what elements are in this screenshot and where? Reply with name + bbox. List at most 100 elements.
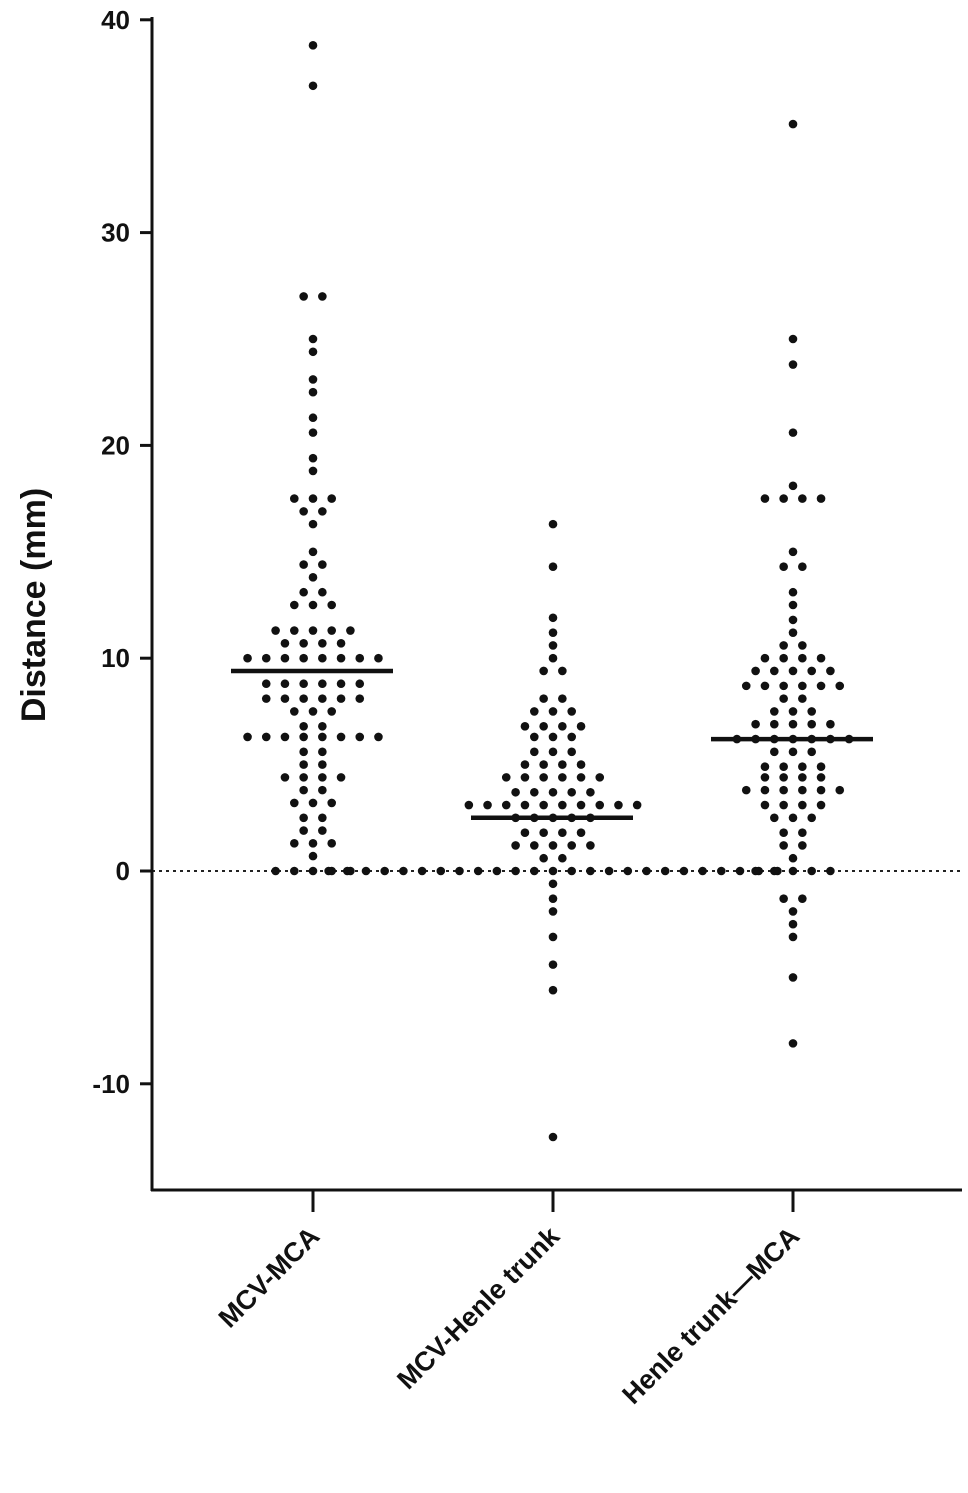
data-point (788, 907, 798, 916)
data-point (308, 851, 318, 861)
data-point (788, 1039, 798, 1048)
data-point (308, 866, 318, 876)
data-point (788, 866, 798, 876)
data-point (788, 666, 798, 676)
data-point (816, 800, 826, 810)
data-point (623, 866, 633, 876)
data-point (261, 653, 271, 663)
data-point (604, 866, 614, 876)
data-point (548, 613, 558, 623)
data-point (243, 653, 252, 663)
data-point (280, 679, 290, 689)
data-point (760, 681, 770, 691)
data-point (548, 1132, 558, 1142)
data-point (511, 866, 520, 876)
data-point (717, 866, 726, 876)
data-point (779, 785, 788, 795)
data-point (374, 653, 383, 663)
data-point (798, 641, 807, 650)
y-tick-label: 10 (101, 643, 130, 673)
data-point (308, 600, 318, 610)
data-point (318, 721, 327, 731)
data-point (586, 787, 595, 797)
data-point (798, 894, 807, 903)
data-point (336, 639, 346, 648)
data-point (788, 547, 798, 557)
data-point (511, 841, 520, 850)
data-point (595, 800, 605, 810)
data-point (807, 666, 816, 676)
data-point (548, 562, 558, 571)
y-tick-label: 20 (101, 430, 130, 460)
data-point (770, 866, 779, 876)
data-point (318, 639, 327, 648)
data-point (567, 747, 576, 757)
data-point (835, 681, 845, 691)
data-point (548, 894, 558, 903)
data-point (558, 800, 567, 810)
data-point (318, 760, 327, 769)
data-point (788, 119, 798, 129)
data-point (779, 694, 788, 703)
data-point (798, 773, 807, 782)
data-point (271, 866, 280, 876)
data-point (788, 628, 798, 637)
data-point (520, 773, 530, 782)
data-point (318, 653, 327, 663)
data-point (779, 653, 788, 663)
data-point (788, 747, 798, 757)
data-point (492, 866, 502, 876)
data-point (308, 413, 318, 423)
data-point (779, 762, 788, 772)
y-tick-label: -10 (92, 1069, 130, 1099)
data-point (788, 481, 798, 491)
data-point (308, 428, 318, 437)
data-point (760, 494, 770, 503)
data-point (308, 81, 318, 91)
data-point (642, 866, 651, 876)
data-point (567, 787, 576, 797)
data-point (576, 800, 586, 810)
data-point (308, 375, 318, 384)
data-point (816, 653, 826, 663)
data-point (548, 866, 558, 876)
data-point (539, 800, 548, 810)
data-point (558, 721, 567, 731)
data-point (355, 653, 365, 663)
data-point (548, 641, 558, 650)
y-axis-label: Distance (mm) (15, 488, 53, 722)
data-point (318, 785, 327, 795)
data-point (558, 694, 567, 703)
data-point (299, 679, 308, 689)
data-point (530, 747, 539, 757)
data-point (586, 866, 595, 876)
data-point (308, 798, 318, 808)
data-point (798, 494, 807, 503)
data-point (327, 626, 337, 635)
data-point (779, 841, 788, 850)
data-point (346, 626, 355, 635)
data-point (308, 839, 318, 848)
data-point (816, 681, 826, 691)
data-point (798, 841, 807, 850)
data-point (548, 841, 558, 850)
data-point (741, 785, 751, 795)
data-point (299, 653, 308, 663)
data-point (464, 800, 474, 810)
data-point (539, 721, 548, 731)
data-point (417, 866, 427, 876)
data-point (299, 813, 308, 823)
data-point (548, 653, 558, 663)
data-point (548, 519, 558, 529)
data-point (243, 732, 252, 742)
data-point (614, 800, 623, 810)
data-point (355, 694, 365, 703)
data-point (770, 719, 779, 729)
data-point (280, 694, 290, 703)
y-tick-label: 30 (101, 218, 130, 248)
data-point (816, 785, 826, 795)
y-axis-ticks: 40 30 20 10 0 -10 (92, 5, 152, 1099)
data-point (807, 719, 816, 729)
data-point (280, 773, 290, 782)
data-point (576, 828, 586, 837)
